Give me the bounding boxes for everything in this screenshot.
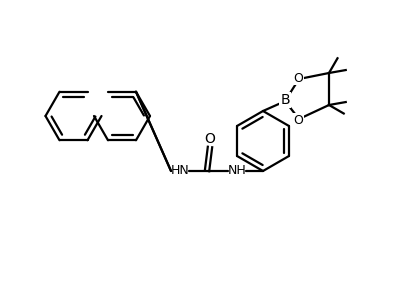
Text: O: O xyxy=(293,72,303,84)
Text: O: O xyxy=(293,113,303,126)
Text: NH: NH xyxy=(228,163,247,176)
Text: O: O xyxy=(205,132,215,146)
Text: HN: HN xyxy=(171,163,189,176)
Text: B: B xyxy=(280,93,290,107)
